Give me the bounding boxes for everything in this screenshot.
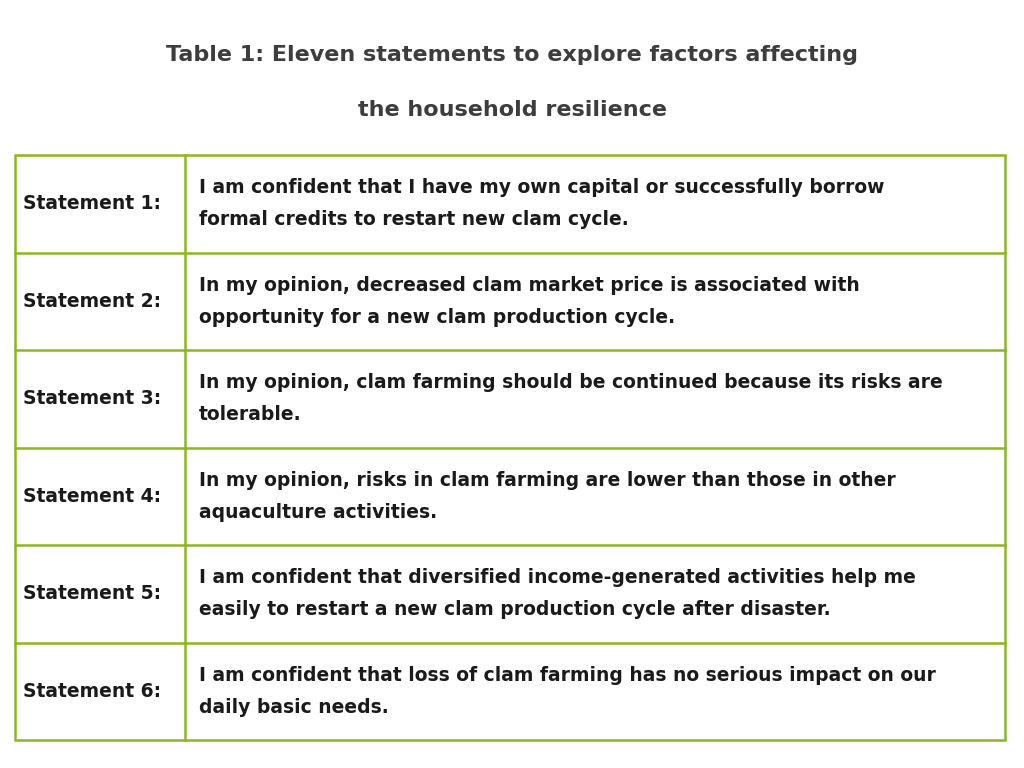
Text: Table 1: Eleven statements to explore factors affecting: Table 1: Eleven statements to explore fa… (166, 45, 858, 65)
Bar (15, 155, 1005, 740)
Text: Statement 6:: Statement 6: (23, 682, 161, 700)
Text: In my opinion, clam farming should be continued because its risks are: In my opinion, clam farming should be co… (199, 373, 943, 392)
Text: Statement 1:: Statement 1: (23, 194, 161, 214)
Text: formal credits to restart new clam cycle.: formal credits to restart new clam cycle… (199, 210, 629, 230)
Text: I am confident that loss of clam farming has no serious impact on our: I am confident that loss of clam farming… (199, 666, 936, 685)
Text: opportunity for a new clam production cycle.: opportunity for a new clam production cy… (199, 308, 675, 326)
Text: In my opinion, decreased clam market price is associated with: In my opinion, decreased clam market pri… (199, 276, 860, 295)
Text: I am confident that diversified income-generated activities help me: I am confident that diversified income-g… (199, 568, 915, 588)
Text: I am confident that I have my own capital or successfully borrow: I am confident that I have my own capita… (199, 178, 885, 197)
Text: aquaculture activities.: aquaculture activities. (199, 503, 437, 521)
Text: In my opinion, risks in clam farming are lower than those in other: In my opinion, risks in clam farming are… (199, 471, 896, 490)
Text: Statement 5:: Statement 5: (23, 584, 161, 603)
Text: Statement 4:: Statement 4: (23, 487, 161, 506)
Text: daily basic needs.: daily basic needs. (199, 698, 389, 717)
Text: tolerable.: tolerable. (199, 406, 302, 424)
Text: easily to restart a new clam production cycle after disaster.: easily to restart a new clam production … (199, 601, 830, 619)
Text: Statement 2:: Statement 2: (23, 292, 161, 311)
Text: the household resilience: the household resilience (357, 100, 667, 120)
Text: Statement 3:: Statement 3: (23, 389, 161, 409)
